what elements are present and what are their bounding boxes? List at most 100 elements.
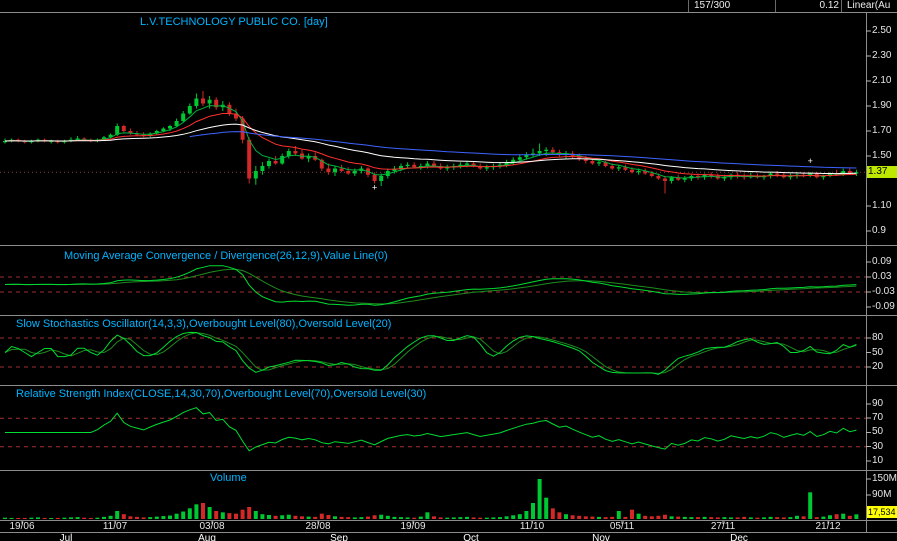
candle-body [168, 126, 172, 129]
volume-bar [834, 514, 839, 519]
volume-bar [689, 517, 694, 519]
candle-body [432, 163, 436, 166]
volume-bar [630, 509, 634, 519]
volume-bar [511, 515, 516, 519]
volume-bar [359, 517, 364, 519]
volume-bar [524, 510, 529, 519]
volume-bar [537, 478, 542, 519]
volume-bar [36, 517, 40, 519]
volume-bar [280, 515, 285, 519]
candle-body [550, 149, 555, 153]
volume-bar [154, 516, 159, 519]
ema-34-line [4, 123, 857, 175]
candle-body [135, 133, 139, 135]
volume-bar [102, 516, 106, 519]
volume-bar [29, 517, 34, 519]
volume-bar [267, 514, 271, 519]
candle-body [352, 171, 357, 174]
candle-body [75, 138, 80, 140]
volume-bar [438, 517, 443, 519]
candle-body [616, 167, 621, 169]
stochastics-panel [0, 331, 866, 375]
volume-bar [478, 517, 483, 519]
volume-bar [425, 512, 430, 519]
volume-bar [333, 516, 337, 519]
volume-bar [313, 516, 318, 519]
volume-bar [326, 514, 331, 519]
candle-body [102, 137, 106, 140]
candle-body [643, 171, 648, 174]
last-volume-badge: 17,534 [867, 506, 897, 518]
candle-body [788, 176, 793, 178]
candle-body [306, 156, 311, 159]
candle-body [590, 161, 595, 164]
candle-body [603, 162, 608, 166]
candle-body [194, 98, 199, 106]
candle-body [531, 153, 535, 155]
candle-body [260, 166, 265, 171]
volume-bar [828, 515, 832, 519]
volume-bar [498, 517, 502, 519]
volume-bar [610, 516, 615, 519]
volume-bar [42, 517, 47, 519]
volume-bar [339, 516, 344, 519]
volume-bar [557, 512, 562, 519]
volume-bar [623, 516, 628, 519]
event-marker: + [372, 182, 377, 192]
volume-bar [214, 510, 219, 519]
volume-bar [234, 513, 238, 519]
candle-body [121, 126, 126, 131]
volume-bar [412, 517, 417, 519]
candle-body [154, 131, 159, 134]
volume-bar [115, 510, 120, 519]
panel-separators [0, 12, 897, 533]
candle-body [326, 168, 331, 173]
volume-bar [201, 502, 205, 519]
volume-bar [161, 516, 166, 519]
volume-bar [346, 517, 351, 519]
candle-body [775, 173, 780, 175]
volume-bar [649, 516, 654, 519]
volume-bar [128, 516, 133, 519]
candle-body [280, 156, 285, 164]
volume-bar [841, 513, 846, 519]
axis-ticks [21, 30, 871, 524]
candle-body [49, 141, 54, 142]
candle-body [656, 176, 661, 179]
volume-bar [260, 514, 265, 519]
scale-mode-dropdown[interactable]: Linear(Au [841, 0, 897, 12]
volume-bar [616, 510, 621, 519]
candle-body [465, 163, 469, 165]
volume-bar [399, 517, 403, 519]
volume-bar [181, 511, 186, 519]
candle-body [399, 166, 403, 169]
candle-body [372, 174, 377, 181]
volume-bar [577, 515, 582, 519]
volume-bar [194, 504, 199, 519]
price-panel: ++ [0, 91, 866, 194]
candle-body [669, 177, 674, 181]
candle-body [445, 167, 450, 169]
chart-title: L.V.TECHNOLOGY PUBLIC CO. [day] [140, 16, 328, 28]
volume-bar [550, 508, 555, 519]
volume-bar [9, 517, 14, 519]
volume-bar [768, 516, 773, 519]
volume-bar [729, 517, 733, 519]
volume-bar [3, 517, 7, 519]
bar-counter: 157/300 [688, 0, 776, 12]
volume-bar [379, 514, 384, 519]
volume-bar [445, 517, 450, 519]
volume-bar [854, 514, 859, 519]
candle-body [339, 168, 344, 171]
macd-signal-line [5, 268, 857, 305]
rsi-panel [0, 407, 866, 452]
candle-body [498, 164, 502, 166]
volume-bar [669, 516, 674, 519]
volume-bar [207, 506, 212, 519]
candle-body [583, 158, 588, 161]
volume-bar [491, 517, 496, 519]
candle-body [108, 134, 113, 138]
volume-bar [696, 517, 700, 519]
